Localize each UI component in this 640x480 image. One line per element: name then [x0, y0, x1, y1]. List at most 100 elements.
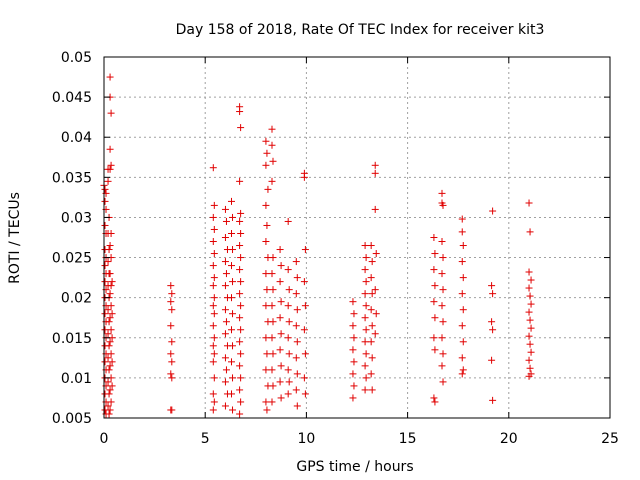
- data-point: [459, 242, 467, 250]
- data-point: [262, 137, 270, 145]
- y-tick-label: 0.02: [61, 291, 92, 307]
- data-point: [263, 406, 271, 414]
- data-point: [262, 161, 270, 169]
- data-point: [221, 330, 229, 338]
- data-point: [107, 302, 115, 310]
- data-point: [350, 310, 358, 318]
- data-point: [350, 334, 358, 342]
- data-point: [209, 322, 217, 330]
- data-point: [284, 217, 292, 225]
- data-point: [292, 322, 300, 330]
- data-point: [276, 378, 284, 386]
- data-point: [209, 342, 217, 350]
- data-point: [268, 302, 276, 310]
- data-point: [277, 394, 285, 402]
- data-point: [527, 324, 535, 332]
- data-point: [101, 197, 109, 205]
- data-point: [269, 350, 277, 358]
- data-point: [167, 282, 175, 290]
- data-point: [168, 290, 176, 298]
- data-point: [237, 209, 245, 217]
- data-point: [236, 108, 244, 116]
- data-point: [237, 254, 245, 262]
- data-point: [527, 276, 535, 284]
- data-point: [458, 322, 466, 330]
- data-point: [229, 342, 237, 350]
- data-point: [210, 294, 218, 302]
- data-point: [263, 149, 271, 157]
- x-tick-label: 5: [201, 431, 210, 447]
- data-point: [168, 374, 176, 382]
- data-point: [362, 302, 370, 310]
- data-point: [284, 334, 292, 342]
- data-point: [489, 326, 497, 334]
- x-tick-label: 20: [500, 431, 518, 447]
- data-point: [285, 318, 293, 326]
- data-point: [101, 278, 109, 286]
- data-point: [276, 346, 284, 354]
- data-point: [277, 330, 285, 338]
- data-point: [236, 177, 244, 185]
- data-point: [350, 358, 358, 366]
- data-point: [459, 366, 467, 374]
- data-point: [293, 338, 301, 346]
- data-point: [525, 199, 533, 207]
- data-point: [362, 350, 370, 358]
- data-point: [167, 322, 175, 330]
- data-point: [237, 124, 245, 132]
- data-point: [210, 334, 218, 342]
- data-point: [105, 390, 113, 398]
- data-point: [525, 284, 533, 292]
- data-point: [209, 390, 217, 398]
- data-point: [105, 246, 113, 254]
- data-point: [300, 278, 308, 286]
- data-point: [101, 221, 109, 229]
- data-point: [430, 266, 438, 274]
- data-point: [167, 350, 175, 358]
- data-point: [276, 278, 284, 286]
- data-point: [210, 398, 218, 406]
- data-point: [236, 290, 244, 298]
- y-tick-label: 0.015: [52, 331, 92, 347]
- x-axis-ticks: 0 5 10 15 20 25: [100, 57, 619, 447]
- data-point: [236, 242, 244, 250]
- data-point: [361, 266, 369, 274]
- data-point: [229, 374, 237, 382]
- data-point: [349, 322, 357, 330]
- data-point: [526, 228, 534, 236]
- y-tick-label: 0.03: [61, 210, 92, 226]
- data-point: [300, 374, 308, 382]
- data-point: [237, 326, 245, 334]
- data-point: [459, 274, 467, 282]
- data-point: [277, 262, 285, 270]
- data-point: [439, 318, 447, 326]
- data-point: [268, 270, 276, 278]
- data-point: [488, 282, 496, 290]
- data-point: [277, 298, 285, 306]
- data-point: [209, 302, 217, 310]
- data-point: [236, 410, 244, 418]
- data-point: [293, 274, 301, 282]
- data-point: [104, 402, 112, 410]
- data-point: [367, 274, 375, 282]
- data-point: [229, 406, 237, 414]
- data-point: [262, 302, 270, 310]
- data-point: [106, 406, 114, 414]
- data-point: [168, 406, 176, 414]
- data-point: [101, 185, 109, 193]
- data-point: [262, 238, 270, 246]
- data-point: [301, 350, 309, 358]
- data-point: [104, 177, 112, 185]
- data-point: [300, 326, 308, 334]
- data-point: [269, 286, 277, 294]
- data-point: [237, 229, 245, 237]
- data-point: [221, 378, 229, 386]
- data-point: [284, 366, 292, 374]
- data-point: [104, 378, 112, 386]
- data-point: [268, 141, 276, 149]
- data-point: [268, 177, 276, 185]
- data-point: [431, 282, 439, 290]
- data-point: [362, 374, 370, 382]
- data-point: [236, 314, 244, 322]
